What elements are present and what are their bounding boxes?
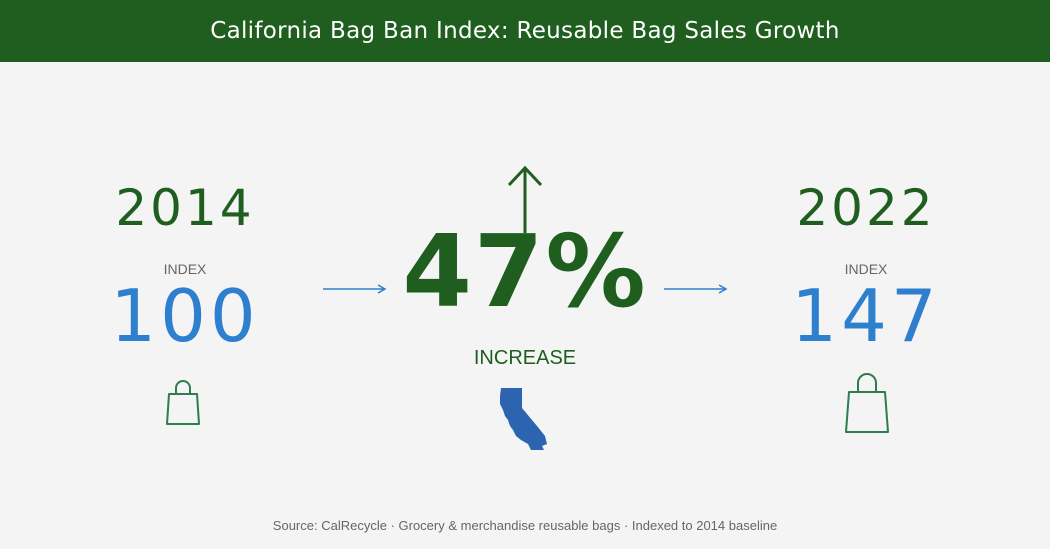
end-year: 2022 [796,179,936,237]
page-title: California Bag Ban Index: Reusable Bag S… [210,18,840,44]
arrow-right-icon [664,284,728,294]
arrow-up-icon [507,165,543,233]
end-index-label: INDEX [844,261,888,277]
california-map-icon [500,388,547,450]
start-index-value: 100 [110,274,260,358]
end-index-value: 147 [791,274,941,358]
source-note: Source: CalRecycle · Grocery & merchandi… [272,518,778,533]
shopping-bag-icon [166,380,200,425]
percent-increase-label: INCREASE [473,347,577,369]
header-bar: California Bag Ban Index: Reusable Bag S… [0,0,1050,62]
start-year: 2014 [115,179,255,237]
arrow-right-icon [323,284,387,294]
start-index-label: INDEX [163,261,207,277]
shopping-bag-icon [845,373,889,433]
percent-increase-value: 47% [402,213,648,330]
